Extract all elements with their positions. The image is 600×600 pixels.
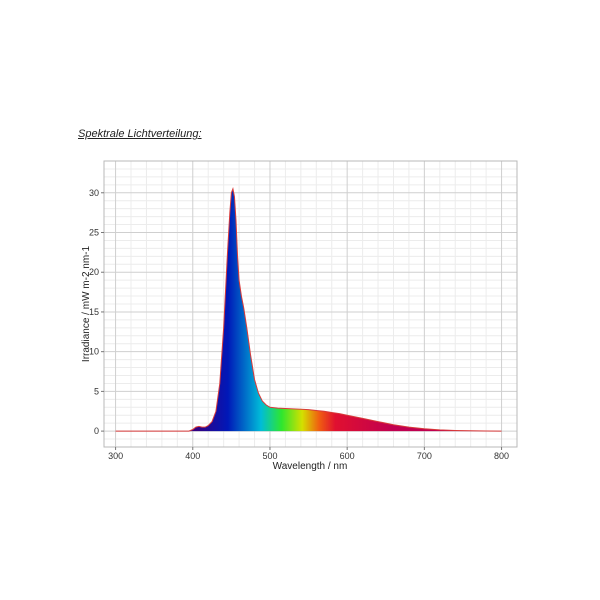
y-tick-label: 5 [94,386,99,396]
page-heading: Spektrale Lichtverteilung: [78,128,202,140]
x-tick-label: 600 [340,451,355,461]
x-tick-label: 300 [108,451,123,461]
y-tick-label: 20 [89,267,99,277]
x-tick-label: 400 [185,451,200,461]
x-axis-ticks: 300 400 500 600 700 800 [108,447,509,461]
y-tick-label: 25 [89,228,99,238]
y-tick-label: 15 [89,307,99,317]
x-tick-label: 700 [417,451,432,461]
y-tick-label: 10 [89,347,99,357]
y-tick-label: 0 [94,426,99,436]
x-tick-label: 500 [262,451,277,461]
y-axis-label: Irradiance / mW m-2 nm-1 [81,245,92,362]
x-tick-label: 800 [494,451,509,461]
spectrum-line [115,187,502,432]
y-axis-ticks: 0 5 10 15 20 25 30 [89,188,104,436]
grid-lines [104,161,517,447]
x-axis-label: Wavelength / nm [273,461,348,472]
plot-frame [103,160,518,448]
y-tick-label: 30 [89,188,99,198]
spectrum-area [115,188,502,432]
